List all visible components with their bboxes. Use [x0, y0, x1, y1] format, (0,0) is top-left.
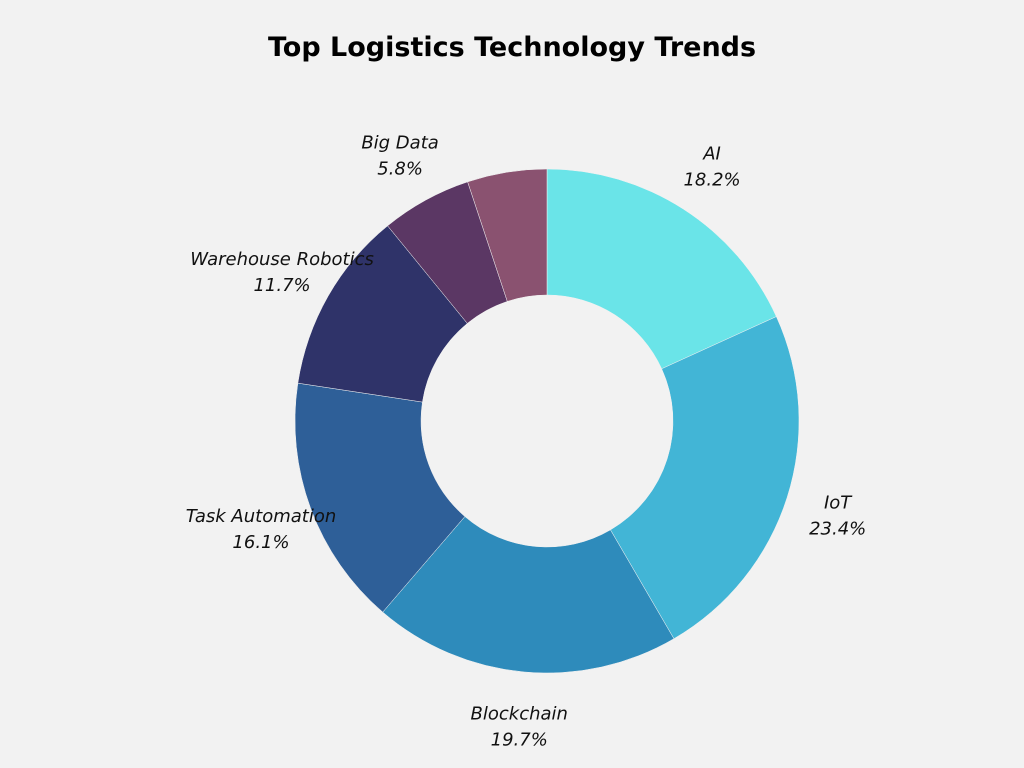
slice-blockchain: [382, 516, 675, 674]
slice-ai: [546, 168, 777, 370]
slice-task-automation: [294, 382, 466, 613]
slice-label: Task Automation: [186, 506, 337, 527]
slice-iot: [610, 316, 800, 640]
slice-label: Warehouse Robotics: [190, 249, 374, 270]
slice-label: Big Data: [361, 133, 438, 154]
chart-title: Top Logistics Technology Trends: [267, 32, 757, 63]
slice-label: Blockchain: [471, 704, 568, 725]
slice-warehouse-robotics: [297, 225, 468, 403]
slice-value-label: 18.2%: [683, 170, 740, 191]
slice-value-label: 19.7%: [491, 730, 548, 751]
slice-label: IoT: [824, 492, 853, 513]
slice-value-label: 5.8%: [377, 159, 423, 180]
slice-label: AI: [702, 144, 721, 165]
slice-unlabeled: [467, 168, 548, 302]
slice-value-label: 23.4%: [809, 518, 866, 539]
slice-value-label: 16.1%: [232, 532, 289, 553]
slice-value-label: 11.7%: [253, 275, 310, 296]
